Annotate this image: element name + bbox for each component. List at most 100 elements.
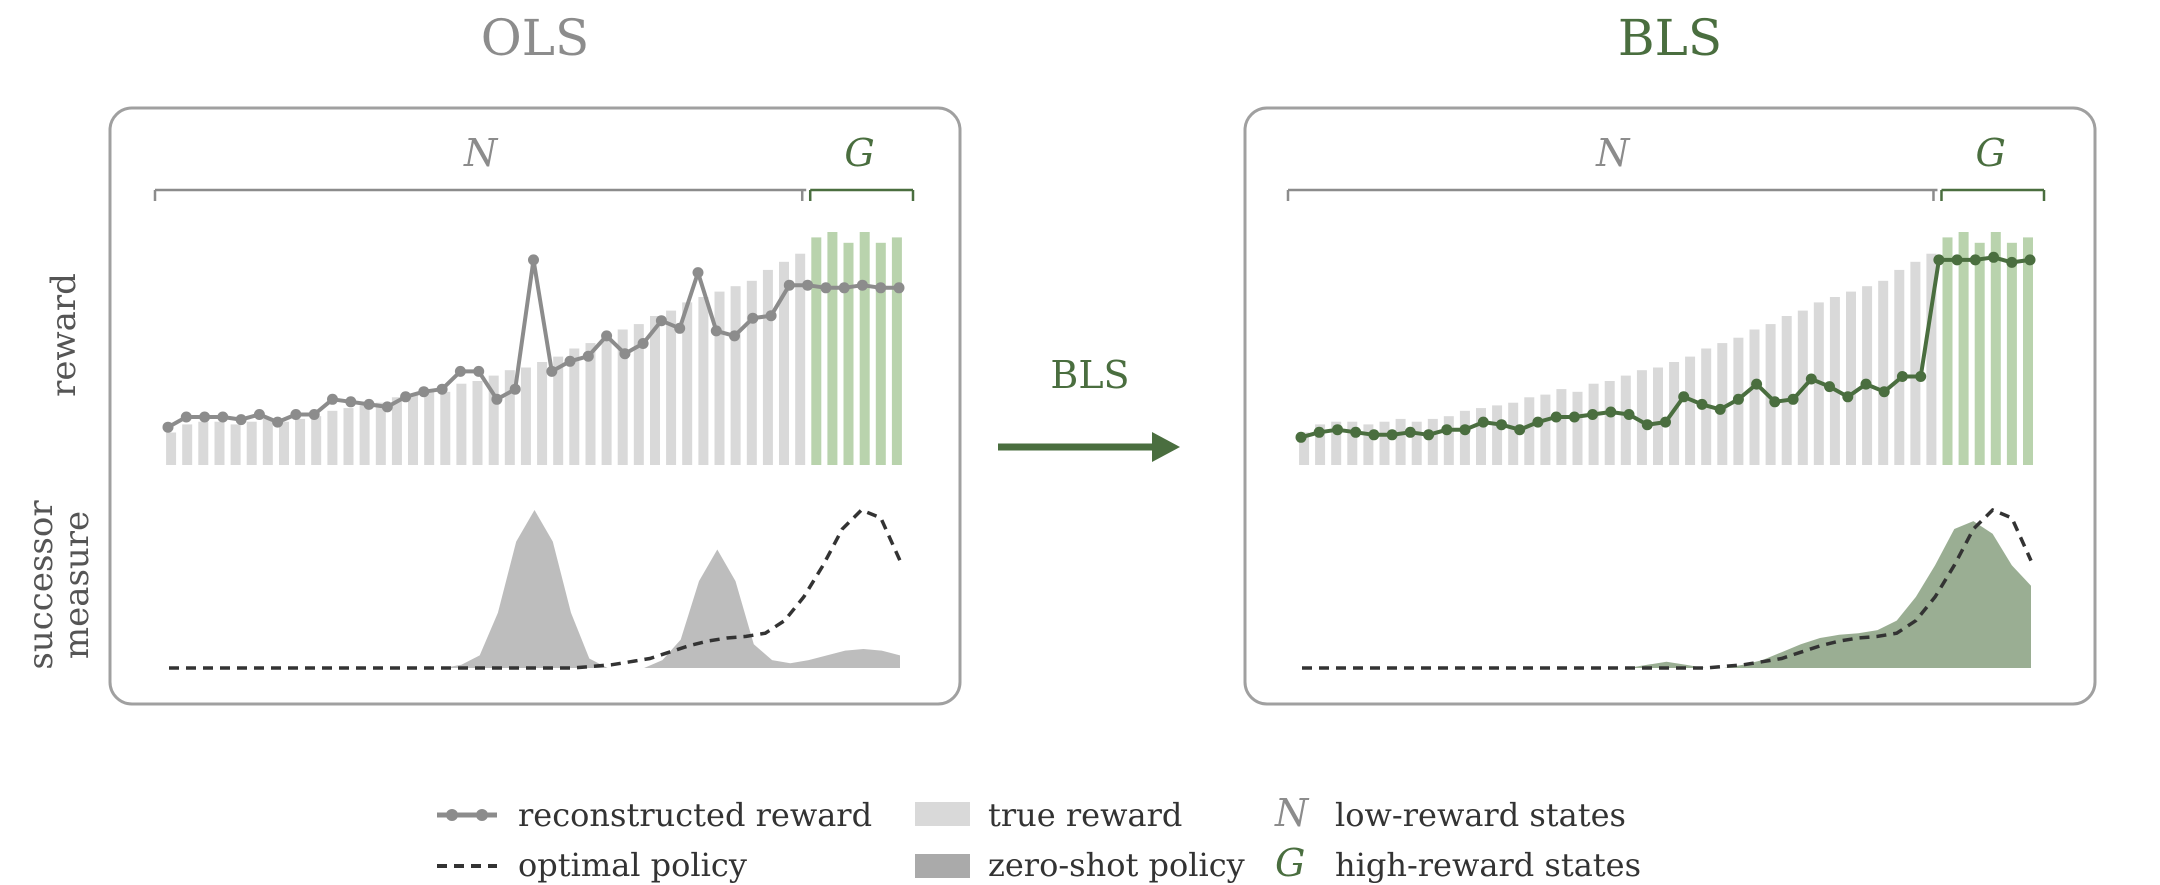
ols-reconstructed-line <box>162 254 905 433</box>
ols-true-reward-bar-14 <box>391 397 402 465</box>
ols-true-reward-bar-2 <box>198 421 209 465</box>
bls-true-reward-bar-34 <box>1846 291 1856 465</box>
bls-true-reward-bar-19 <box>1604 381 1615 465</box>
ols-true-reward-bar-32 <box>682 302 693 465</box>
ols-true-reward-bar-27 <box>601 337 612 465</box>
ols-reconstructed-point-11 <box>363 398 375 410</box>
bls-reconstructed-point-32 <box>1878 386 1890 398</box>
bls-true-reward-bar-4 <box>1363 424 1374 465</box>
bls-reconstructed-point-24 <box>1732 393 1744 405</box>
bls-true-reward-bar-0 <box>1299 432 1310 465</box>
ols-reconstructed-point-39 <box>875 282 887 294</box>
ols-reconstructed-point-31 <box>729 330 740 342</box>
ols-optimal-policy-line <box>169 507 902 670</box>
ols-true-reward-bar-11 <box>343 408 354 465</box>
ols-true-reward-bar-17 <box>440 391 451 465</box>
ols-zero-shot-path <box>169 510 900 668</box>
bls-true-reward-bar-33 <box>1829 297 1840 465</box>
ols-reconstructed-point-1 <box>180 411 192 423</box>
bls-reconstructed-point-12 <box>1514 424 1526 436</box>
bls-reconstructed-point-11 <box>1496 419 1507 431</box>
bls-true-reward-bar-41 <box>1958 232 1969 465</box>
ols-true-reward-bar-8 <box>295 418 306 465</box>
ols-true-reward-bar-33 <box>698 297 709 465</box>
ols-true-reward-bar-16 <box>424 389 435 465</box>
bls-reconstructed-point-8 <box>1441 424 1453 436</box>
ols-g-label: G <box>844 131 874 175</box>
bls-reconstructed-point-21 <box>1678 391 1690 403</box>
ols-true-reward-bar-5 <box>246 421 257 465</box>
bls-true-reward-bar-37 <box>1894 269 1905 465</box>
ols-reconstructed-point-22 <box>564 355 576 367</box>
legend-n-symbol: N <box>1274 791 1310 835</box>
ols-reconstructed-point-2 <box>199 411 211 423</box>
bls-true-reward-bar-35 <box>1862 286 1873 465</box>
bls-reconstructed-point-18 <box>1623 409 1635 420</box>
ols-true-reward-bar-0 <box>166 432 177 465</box>
ols-reconstructed-point-29 <box>692 267 704 279</box>
bls-reconstructed-point-27 <box>1787 393 1799 405</box>
legend-g-desc: high-reward states <box>1335 846 1641 884</box>
legend: reconstructed reward optimal policy true… <box>437 791 1641 885</box>
ols-true-reward-bar-23 <box>537 362 548 465</box>
bls-true-reward-bar-26 <box>1717 343 1728 465</box>
ols-reconstructed-point-32 <box>747 312 759 324</box>
bls-true-reward-bar-10 <box>1459 410 1470 465</box>
bls-true-reward-bar-17 <box>1572 391 1583 465</box>
ols-true-reward-bar-15 <box>408 394 418 465</box>
bls-true-reward-bar-24 <box>1685 356 1696 465</box>
ols-reconstructed-point-9 <box>327 393 338 405</box>
ols-true-reward-bar-38 <box>779 261 789 465</box>
bls-true-reward-bar-16 <box>1556 389 1567 465</box>
ols-true-reward-bar-30 <box>650 316 660 465</box>
bls-true-reward-bar-9 <box>1443 416 1454 465</box>
ols-true-reward-bar-13 <box>375 402 386 465</box>
ols-true-reward-bar-1 <box>182 424 193 465</box>
ols-true-reward-bars <box>166 232 902 465</box>
ols-true-reward-bar-6 <box>262 418 273 465</box>
ols-reconstructed-point-5 <box>253 409 265 420</box>
bls-n-label: N <box>1595 131 1631 175</box>
ols-reconstructed-point-4 <box>235 414 247 426</box>
bls-reconstructed-point-23 <box>1714 403 1726 415</box>
bls-reconstructed-point-16 <box>1587 409 1599 420</box>
bls-reconstructed-point-29 <box>1824 381 1835 393</box>
bls-reconstructed-polyline <box>1300 255 2031 440</box>
legend-optimal-label: optimal policy <box>518 846 747 884</box>
bls-true-reward-bar-28 <box>1749 329 1760 465</box>
bls-reconstructed-point-0 <box>1295 431 1307 443</box>
ols-reconstructed-point-6 <box>272 416 284 428</box>
legend-zero-shot-swatch <box>915 854 970 878</box>
bls-reconstructed-point-9 <box>1459 424 1471 436</box>
bls-reconstructed-point-4 <box>1368 429 1380 441</box>
bls-reconstructed-point-3 <box>1350 426 1362 438</box>
legend-reconstructed-dot-1 <box>446 809 458 821</box>
bls-true-reward-bar-6 <box>1395 418 1406 465</box>
ols-title: OLS <box>481 9 589 67</box>
bls-reconstructed-point-15 <box>1568 411 1580 423</box>
ols-reconstructed-point-38 <box>856 279 868 291</box>
bls-zero-shot-area <box>1302 521 2031 668</box>
bls-true-reward-bar-45 <box>2023 237 2033 465</box>
bls-reconstructed-point-28 <box>1805 373 1817 385</box>
bls-true-reward-bar-7 <box>1411 421 1422 465</box>
ols-true-reward-bar-25 <box>569 348 580 465</box>
bls-reconstructed-point-14 <box>1550 411 1562 423</box>
bls-reconstructed-point-35 <box>1933 254 1945 266</box>
ols-reconstructed-point-25 <box>619 348 631 360</box>
bls-reconstructed-point-2 <box>1332 424 1343 436</box>
bls-reconstructed-point-22 <box>1696 398 1708 410</box>
ols-true-reward-bar-10 <box>327 410 338 465</box>
legend-reconstructed-label: reconstructed reward <box>518 796 872 834</box>
legend-n-desc: low-reward states <box>1335 796 1626 834</box>
arrow-label: BLS <box>1050 353 1129 397</box>
bls-true-reward-bar-30 <box>1781 316 1792 465</box>
ols-true-reward-bar-24 <box>553 356 564 465</box>
ols-reconstructed-point-23 <box>582 350 594 362</box>
bls-reconstructed-point-17 <box>1605 406 1617 418</box>
bls-reconstructed-point-38 <box>1988 251 2000 263</box>
ols-true-reward-bar-39 <box>795 253 806 465</box>
ols-true-reward-bar-36 <box>746 280 757 465</box>
optimal-policy-lines <box>169 507 2033 670</box>
bls-g-label: G <box>1976 131 2006 175</box>
